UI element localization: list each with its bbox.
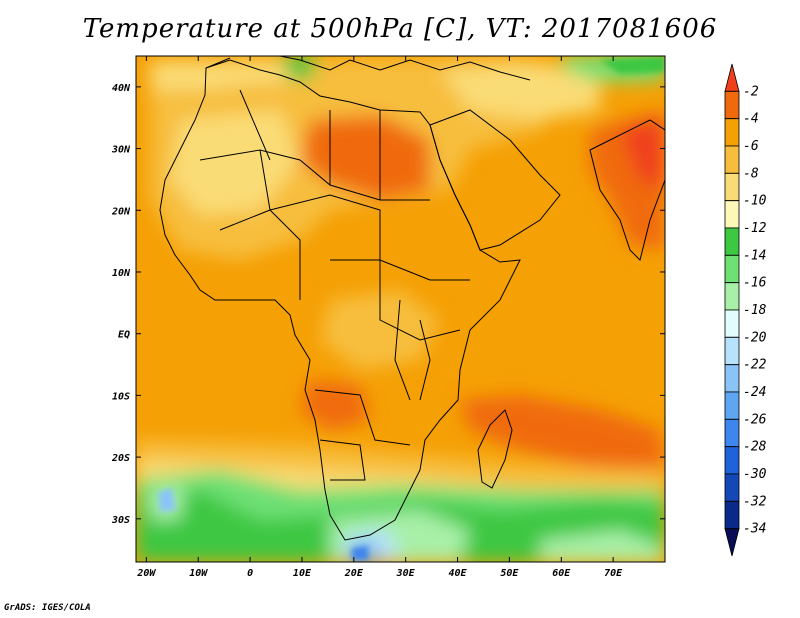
axis-ticks: 20W 10W 0 10E 20E 30E 40E 50E 60E 70E 40N 30N 20N 10N… bbox=[111, 56, 665, 579]
colorbar-segment bbox=[724, 90, 740, 120]
colorbar-segment bbox=[724, 172, 740, 202]
colorbar-level-label: -26 bbox=[743, 412, 767, 427]
colorbar-segment bbox=[724, 200, 740, 229]
colorbar-segment bbox=[724, 528, 740, 557]
colorbar-level-label: -10 bbox=[743, 194, 767, 209]
colorbar-segment bbox=[724, 254, 740, 284]
lat-tick-label: 40N bbox=[112, 83, 131, 94]
colorbar-level-label: -8 bbox=[743, 166, 759, 181]
colorbar-level-label: -18 bbox=[743, 303, 767, 318]
lat-tick-label: 20N bbox=[111, 206, 131, 217]
coastlines bbox=[159, 56, 665, 541]
colorbar-level-label: -2 bbox=[743, 84, 759, 99]
lon-tick-label: 0 bbox=[247, 568, 253, 579]
lat-tick-label: 10S bbox=[112, 391, 130, 402]
lat-tick-label: 30S bbox=[111, 515, 130, 526]
colorbar-level-label: -6 bbox=[743, 139, 759, 154]
lat-tick-label: 20S bbox=[111, 453, 130, 464]
colorbar-segment bbox=[724, 391, 740, 420]
colorbar-segment bbox=[724, 446, 740, 475]
colorbar-level-label: -24 bbox=[743, 385, 766, 400]
grads-credit: GrADS: IGES/COLA bbox=[4, 603, 91, 613]
colorbar-segment bbox=[724, 282, 740, 311]
lat-tick-label: EQ bbox=[118, 330, 130, 341]
lon-tick-label: 60E bbox=[552, 568, 571, 579]
lon-tick-label: 30E bbox=[396, 568, 416, 579]
colorbar-segment bbox=[724, 63, 740, 92]
temperature-field bbox=[136, 56, 665, 562]
lon-tick-label: 40E bbox=[449, 568, 468, 579]
colorbar: -2 -4 -6 -8 -10 -12 -14 -16 -18 -20 -22 -24 -26 -28 -3… bbox=[724, 63, 767, 557]
colorbar-segment bbox=[724, 227, 740, 256]
colorbar-level-label: -14 bbox=[743, 248, 766, 263]
lat-tick-label: 30N bbox=[111, 145, 131, 156]
colorbar-level-label: -4 bbox=[743, 112, 759, 127]
colorbar-level-label: -22 bbox=[743, 358, 767, 373]
colorbar-segment bbox=[724, 145, 740, 174]
colorbar-segment bbox=[724, 336, 740, 366]
colorbar-level-label: -34 bbox=[743, 522, 766, 537]
colorbar-level-label: -32 bbox=[743, 494, 767, 509]
colorbar-segment bbox=[724, 364, 740, 393]
lon-tick-label: 10W bbox=[189, 568, 208, 579]
plot-frame bbox=[135, 55, 666, 563]
colorbar-level-label: -16 bbox=[743, 276, 767, 291]
colorbar-segment bbox=[724, 473, 740, 502]
lon-tick-label: 70E bbox=[604, 568, 623, 579]
colorbar-level-label: -20 bbox=[743, 330, 767, 345]
colorbar-level-label: -30 bbox=[743, 467, 767, 482]
colorbar-level-label: -12 bbox=[743, 221, 767, 236]
lon-tick-label: 50E bbox=[500, 568, 519, 579]
colorbar-segment bbox=[724, 418, 740, 448]
colorbar-segment bbox=[724, 118, 740, 147]
lat-tick-label: 10N bbox=[112, 268, 131, 279]
lon-tick-label: 10E bbox=[293, 568, 312, 579]
lon-tick-label: 20E bbox=[344, 568, 364, 579]
map-title: Temperature at 500hPa [C], VT: 201708160… bbox=[82, 14, 718, 44]
colorbar-segment bbox=[724, 500, 740, 530]
lon-tick-label: 20W bbox=[136, 568, 156, 579]
colorbar-level-label: -28 bbox=[743, 440, 767, 455]
colorbar-segment bbox=[724, 309, 740, 338]
